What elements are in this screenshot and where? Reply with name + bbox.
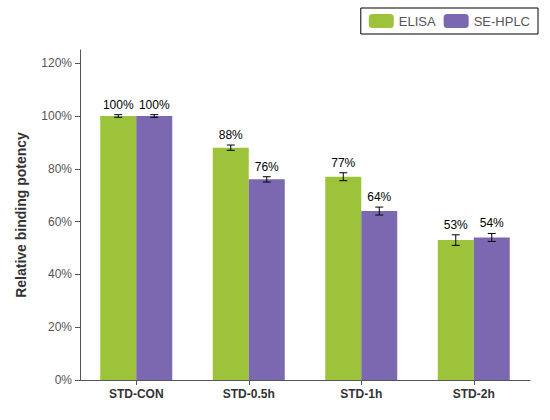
svg-text:54%: 54% [480,216,504,230]
svg-text:STD-0.5h: STD-0.5h [223,387,275,401]
svg-text:76%: 76% [255,160,279,174]
svg-text:Relative binding potency: Relative binding potency [13,132,29,298]
svg-text:120%: 120% [41,56,72,70]
svg-text:100%: 100% [103,98,134,112]
svg-text:60%: 60% [48,215,72,229]
svg-text:77%: 77% [331,156,355,170]
svg-text:100%: 100% [41,109,72,123]
svg-text:STD-CON: STD-CON [109,387,164,401]
svg-text:53%: 53% [444,218,468,232]
svg-text:SE-HPLC: SE-HPLC [474,14,530,29]
svg-text:64%: 64% [367,190,391,204]
svg-text:20%: 20% [48,320,72,334]
svg-text:88%: 88% [219,128,243,142]
svg-text:80%: 80% [48,162,72,176]
svg-text:40%: 40% [48,267,72,281]
svg-text:STD-2h: STD-2h [453,387,495,401]
svg-text:ELISA: ELISA [399,14,436,29]
svg-text:100%: 100% [139,98,170,112]
svg-text:STD-1h: STD-1h [340,387,382,401]
svg-text:0%: 0% [55,373,73,387]
